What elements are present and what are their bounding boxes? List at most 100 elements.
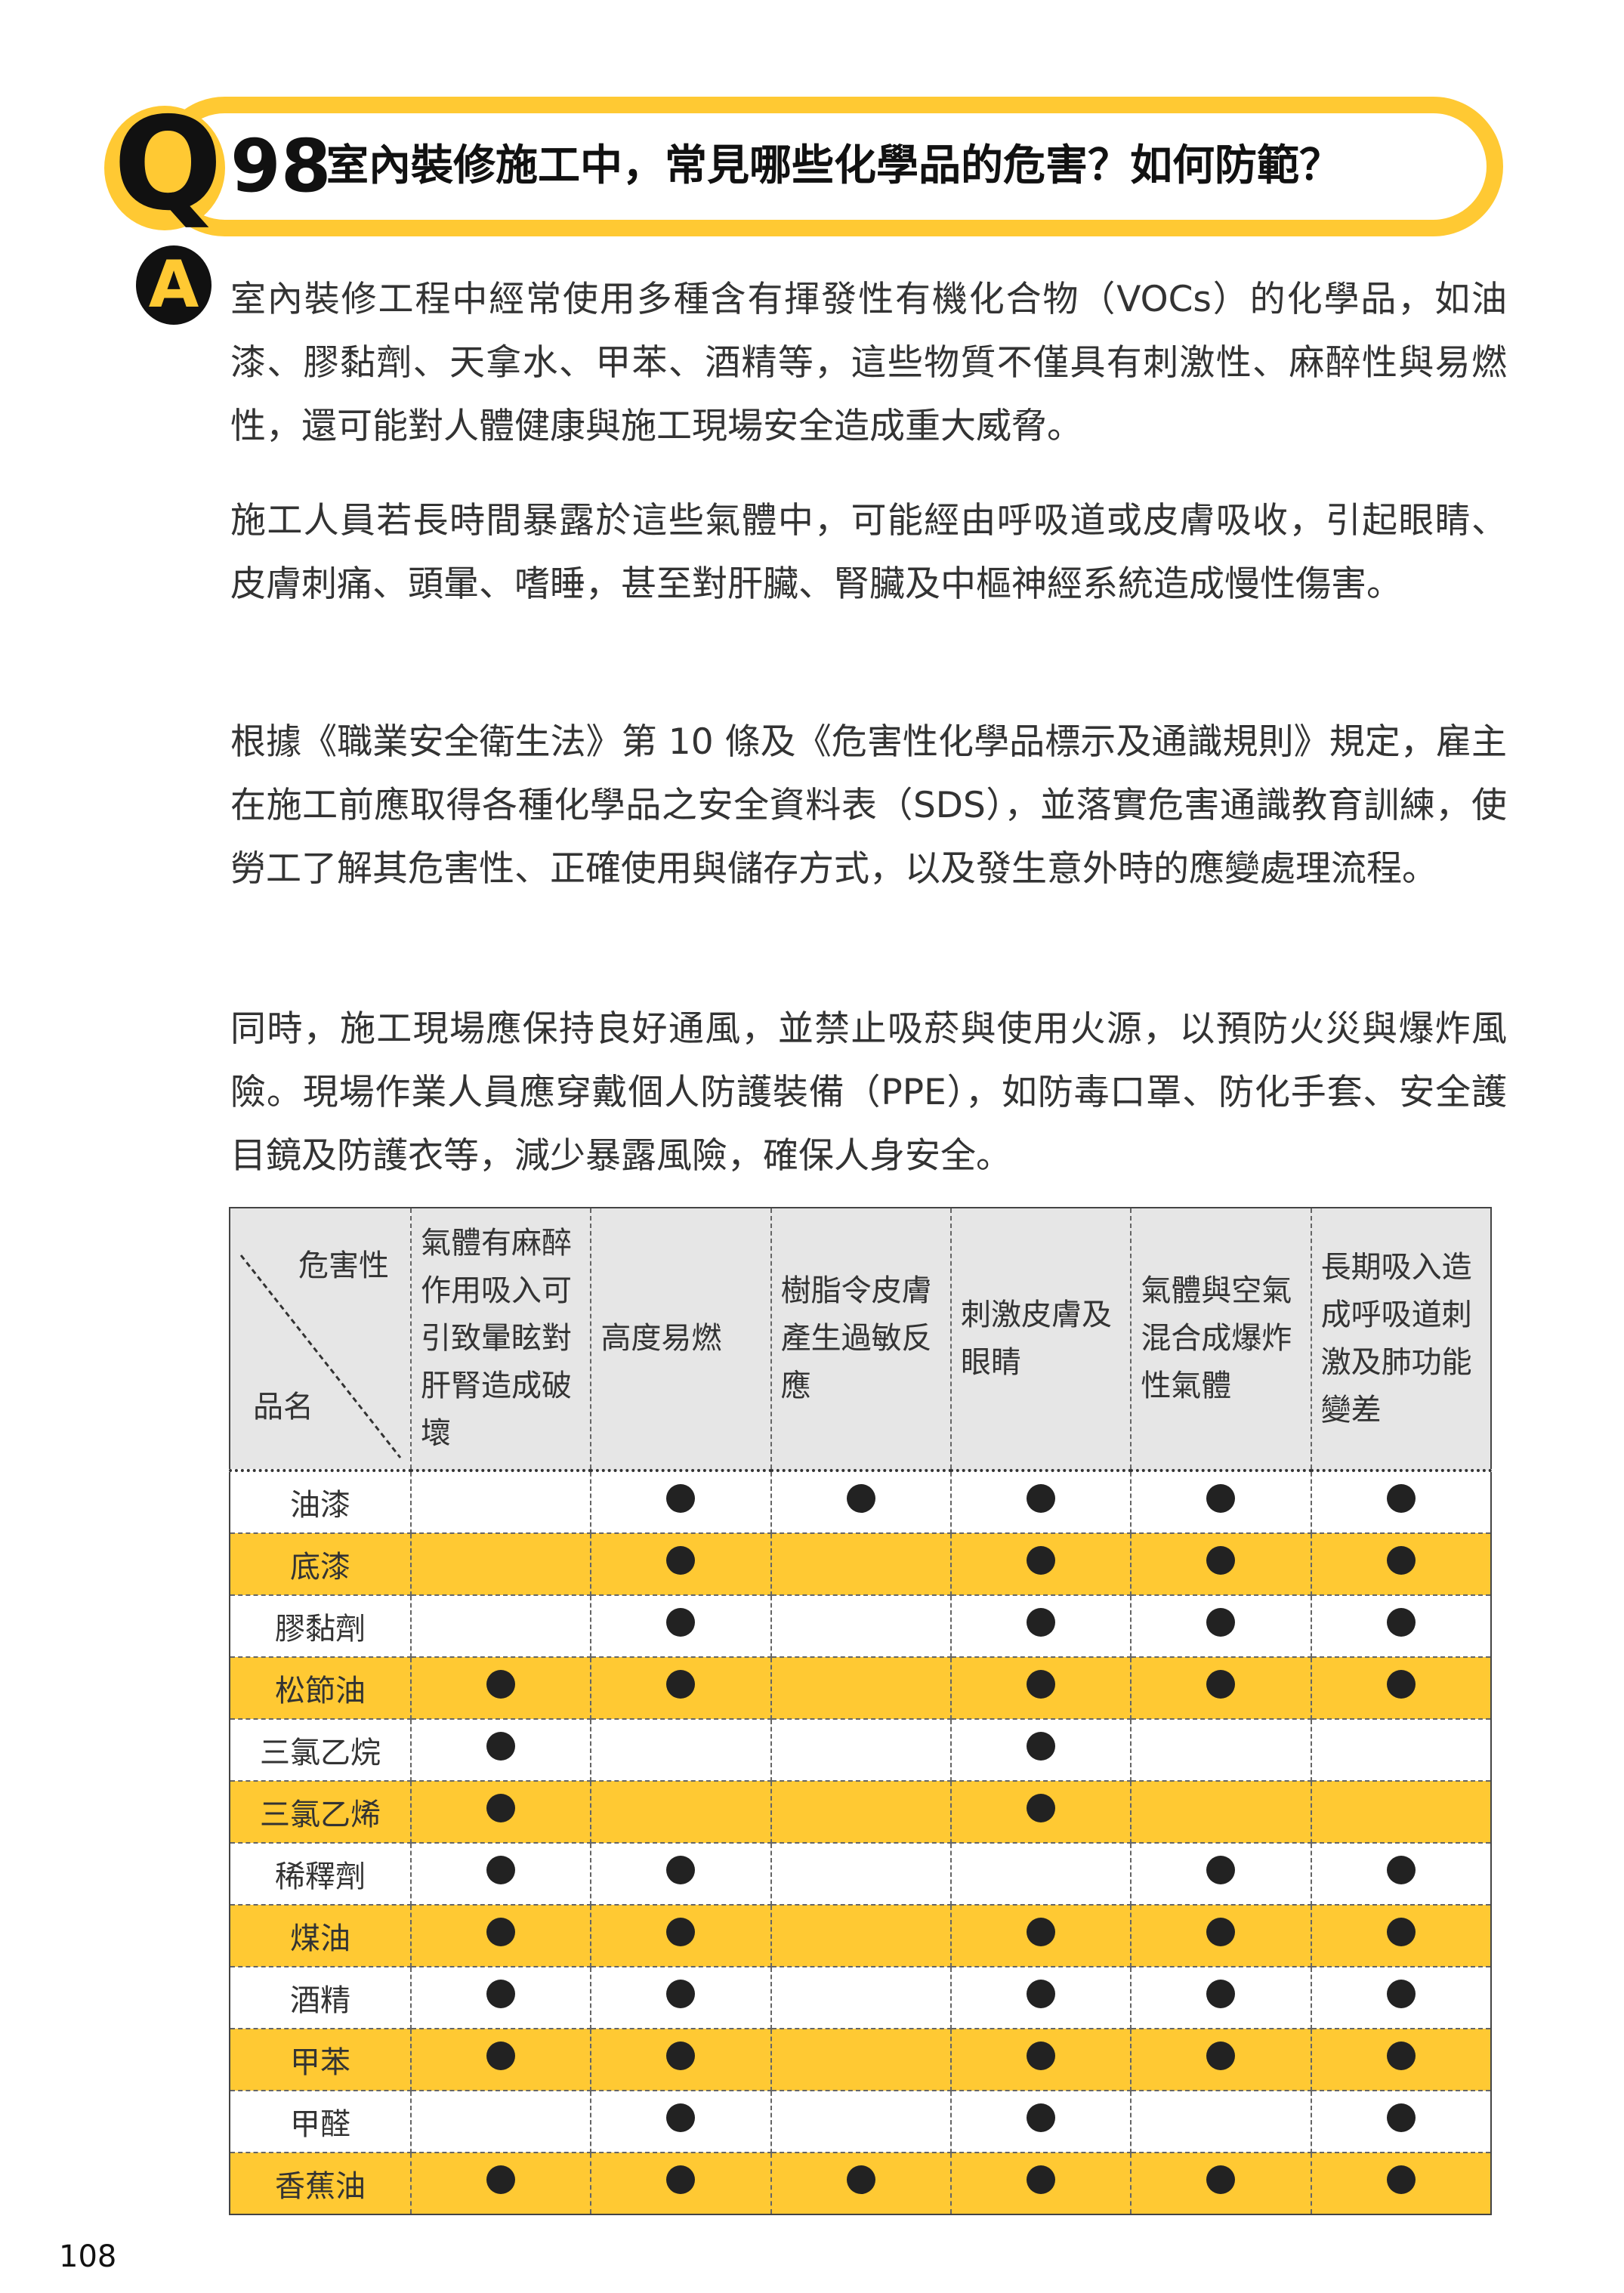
hazard-cell (949, 1594, 1132, 1658)
hazard-cell (949, 1966, 1132, 2029)
hazard-cell (770, 1904, 952, 1967)
hazard-mark-dot (486, 2041, 516, 2070)
product-name: 甲苯 (229, 2028, 412, 2091)
hazard-mark-dot (1027, 1484, 1056, 1513)
hazard-mark-dot (666, 1546, 696, 1575)
answer-paragraph: 根據《職業安全衛生法》第 10 條及《危害性化學品標示及通識規則》規定，雇主在施… (230, 721, 1507, 890)
corner-header: 危害性 品名 (229, 1207, 412, 1471)
hazard-mark-dot (486, 1732, 516, 1761)
hazard-mark-dot (1206, 2041, 1236, 2070)
product-name: 香蕉油 (229, 2152, 412, 2215)
product-name: 底漆 (229, 1532, 412, 1596)
hazard-cell (1310, 2090, 1493, 2153)
q-badge-circle (104, 106, 225, 230)
hazard-mark-dot (1027, 1794, 1056, 1822)
hazard-cell (1310, 1966, 1493, 2029)
hazard-cell (409, 1842, 592, 1906)
hazard-cell (949, 1718, 1132, 1782)
hazard-cell (1130, 1718, 1312, 1782)
table-header-row: 危害性 品名 氣體有麻醉作用吸入可引致暈眩對肝腎造成破壞 高度易燃 樹脂令皮膚產生過… (229, 1207, 1493, 1471)
hazard-mark-dot (666, 1608, 696, 1637)
hazard-cell (1310, 1594, 1493, 1658)
table-row: 底漆 (229, 1532, 1493, 1596)
table-row: 酒精 (229, 1966, 1493, 2029)
table-row: 甲醛 (229, 2090, 1493, 2153)
hazard-cell (1130, 1966, 1312, 2029)
corner-hazard-label: 危害性 (298, 1248, 389, 1283)
table-row: 油漆 (229, 1470, 1493, 1534)
table-row: 松節油 (229, 1656, 1493, 1720)
hazard-mark-dot (1027, 1980, 1056, 2008)
hazard-mark-dot (1206, 1484, 1236, 1513)
hazard-cell (1130, 1470, 1312, 1534)
hazard-mark-dot (666, 2165, 696, 2194)
hazard-cell (409, 1470, 592, 1534)
hazard-cell (770, 2028, 952, 2091)
hazard-mark-dot (486, 1670, 516, 1699)
hazard-cell (1310, 2028, 1493, 2091)
hazard-mark-dot (1386, 1918, 1416, 1946)
hazard-mark-dot (1027, 2041, 1056, 2070)
table-row: 煤油 (229, 1904, 1493, 1967)
hazard-table: 危害性 品名 氣體有麻醉作用吸入可引致暈眩對肝腎造成破壞 高度易燃 樹脂令皮膚產生過… (229, 1207, 1493, 2215)
hazard-cell (590, 1656, 772, 1720)
table-row: 香蕉油 (229, 2152, 1493, 2215)
hazard-mark-dot (486, 1794, 516, 1822)
product-name: 松節油 (229, 1656, 412, 1720)
hazard-cell (1310, 1656, 1493, 1720)
question-number: 98 (230, 124, 332, 208)
hazard-cell (1130, 2028, 1312, 2091)
hazard-cell (1130, 2090, 1312, 2153)
hazard-cell (949, 1532, 1132, 1596)
hazard-cell (1310, 1532, 1493, 1596)
table-row: 甲苯 (229, 2028, 1493, 2091)
diagonal-divider (239, 1255, 402, 1458)
hazard-mark-dot (1386, 2165, 1416, 2194)
table-row: 膠黏劑 (229, 1594, 1493, 1658)
hazard-mark-dot (486, 1980, 516, 2008)
hazard-cell (409, 2152, 592, 2215)
hazard-cell (1310, 1842, 1493, 1906)
hazard-cell (770, 1594, 952, 1658)
hazard-cell (1130, 2152, 1312, 2215)
hazard-mark-dot (1206, 1670, 1236, 1699)
hazard-cell (409, 1966, 592, 2029)
hazard-mark-dot (1206, 1918, 1236, 1946)
hazard-cell (590, 1842, 772, 1906)
hazard-cell (949, 1904, 1132, 1967)
a-badge: A (136, 245, 211, 325)
product-name: 稀釋劑 (229, 1842, 412, 1906)
hazard-cell (409, 2090, 592, 2153)
hazard-cell (770, 1470, 952, 1534)
hazard-mark-dot (1206, 1980, 1236, 2008)
question-banner (155, 97, 1503, 236)
hazard-cell (409, 1780, 592, 1844)
hazard-cell (1310, 1904, 1493, 1967)
hazard-cell (590, 1532, 772, 1596)
hazard-mark-dot (1027, 1732, 1056, 1761)
hazard-mark-dot (1206, 1546, 1236, 1575)
product-name: 煤油 (229, 1904, 412, 1967)
hazard-mark-dot (666, 2041, 696, 2070)
hazard-cell (590, 2152, 772, 2215)
hazard-mark-dot (846, 2165, 875, 2194)
hazard-cell (770, 1656, 952, 1720)
hazard-cell (770, 1532, 952, 1596)
hazard-mark-dot (666, 2103, 696, 2132)
hazard-cell (590, 2028, 772, 2091)
answer-paragraph: 同時，施工現場應保持良好通風，並禁止吸菸與使用火源，以預防火災與爆炸風險。現場作… (230, 1008, 1507, 1177)
answer-paragraph: 室內裝修工程中經常使用多種含有揮發性有機化合物（VOCs）的化學品，如油漆、膠黏… (230, 279, 1507, 447)
hazard-mark-dot (1386, 2103, 1416, 2132)
hazard-cell (1130, 1780, 1312, 1844)
product-name: 三氯乙烯 (229, 1780, 412, 1844)
hazard-cell (770, 1780, 952, 1844)
page-number: 108 (59, 2239, 117, 2274)
hazard-mark-dot (666, 1484, 696, 1513)
product-name: 甲醛 (229, 2090, 412, 2153)
hazard-cell (949, 1470, 1132, 1534)
product-name: 膠黏劑 (229, 1594, 412, 1658)
hazard-cell (1130, 1904, 1312, 1967)
hazard-cell (770, 1842, 952, 1906)
hazard-cell (590, 1470, 772, 1534)
table-row: 稀釋劑 (229, 1842, 1493, 1906)
